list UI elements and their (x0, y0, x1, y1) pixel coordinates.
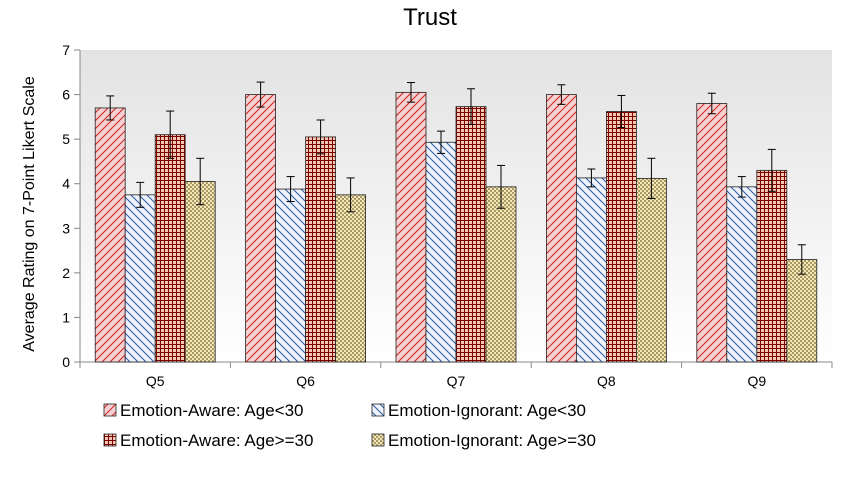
y-tick-label-1: 1 (62, 309, 70, 325)
legend-label-0: Emotion-Aware: Age<30 (120, 401, 304, 420)
bar-Q8-s0 (546, 94, 577, 363)
y-tick-label-2: 2 (62, 265, 70, 281)
bar-Q9-s0 (696, 103, 728, 363)
bar-Q6-s3 (335, 194, 367, 363)
legend-label-3: Emotion-Ignorant: Age>=30 (388, 431, 596, 450)
y-tick-label-5: 5 (62, 131, 70, 147)
y-tick-label-7: 7 (62, 42, 70, 58)
bar-Q8-s3 (636, 177, 667, 363)
x-tick-label-Q5: Q5 (146, 373, 165, 389)
y-tick-label-4: 4 (62, 176, 70, 192)
bar-Q8-s2 (606, 111, 637, 363)
bar-Q5-s3 (184, 181, 216, 363)
bar-Q9-s1 (726, 186, 758, 363)
legend: Emotion-Aware: Age<30 Emotion-Ignorant: A… (103, 401, 596, 450)
legend-swatch-3 (371, 433, 385, 447)
bar-Q9-s2 (756, 169, 788, 363)
bar-Q6-s0 (245, 94, 277, 363)
x-tick-label-Q7: Q7 (447, 373, 466, 389)
bar-Q7-s1 (425, 141, 457, 363)
y-tick-label-6: 6 (62, 87, 70, 103)
y-tick-label-0: 0 (62, 354, 70, 370)
y-axis-label: Average Rating on 7-Point Likert Scale (21, 76, 38, 352)
legend-swatch-1 (371, 403, 385, 417)
plot-area: 0 1 2 3 4 5 6 7 Q5 Q6 Q7 Q8 Q9 (62, 42, 833, 389)
bar-Q9-s3 (786, 259, 818, 363)
bar-Q6-s2 (305, 136, 337, 363)
x-tick-label-Q6: Q6 (296, 373, 315, 389)
y-tick-label-3: 3 (62, 220, 70, 236)
bar-Q7-s2 (455, 106, 487, 363)
chart-title: Trust (403, 4, 457, 31)
legend-label-2: Emotion-Aware: Age>=30 (120, 431, 313, 450)
x-tick-label-Q9: Q9 (747, 373, 766, 389)
legend-swatch-0 (103, 403, 117, 417)
bar-Q8-s1 (576, 177, 607, 363)
bar-Q7-s0 (395, 91, 427, 363)
legend-label-1: Emotion-Ignorant: Age<30 (388, 401, 586, 420)
bar-Q5-s1 (124, 194, 156, 363)
x-tick-label-Q8: Q8 (597, 373, 616, 389)
legend-swatch-2 (103, 433, 117, 447)
bar-Q5-s2 (154, 134, 186, 363)
bar-Q6-s1 (275, 188, 307, 363)
bar-Q7-s3 (485, 186, 517, 363)
bar-Q5-s0 (94, 107, 126, 363)
